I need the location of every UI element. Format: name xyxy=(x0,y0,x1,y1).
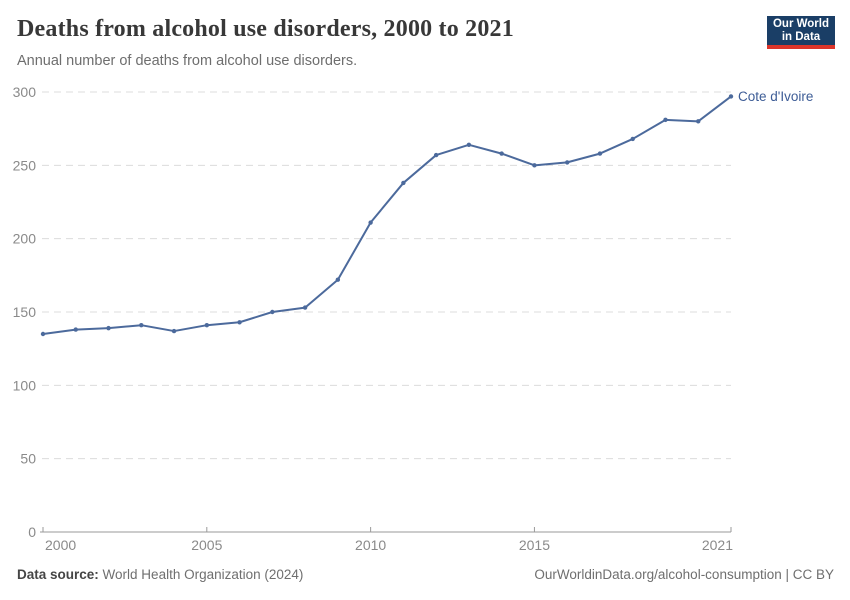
owid-logo: Our World in Data xyxy=(767,16,835,49)
y-tick-label: 200 xyxy=(13,231,37,247)
data-point xyxy=(466,142,472,147)
data-point xyxy=(696,119,701,124)
data-point xyxy=(564,160,570,165)
trend-line xyxy=(42,95,732,335)
data-point xyxy=(630,136,635,142)
data-point xyxy=(106,325,111,331)
x-tick-label: 2000 xyxy=(45,537,76,553)
data-point xyxy=(171,328,177,334)
data-point xyxy=(663,117,668,123)
data-point xyxy=(270,309,275,315)
y-tick-label: 150 xyxy=(13,304,37,320)
owid-logo-line1: Our World xyxy=(772,17,829,30)
data-point xyxy=(73,327,78,332)
data-point xyxy=(401,180,406,186)
attribution-link[interactable]: OurWorldinData.org/alcohol-consumption |… xyxy=(534,567,834,582)
data-source: Data source: World Health Organization (… xyxy=(17,567,303,582)
x-tick-label: 2021 xyxy=(702,537,733,553)
y-tick-label: 0 xyxy=(28,524,36,540)
data-point xyxy=(499,151,504,156)
data-point xyxy=(335,277,341,282)
data-point xyxy=(433,152,439,158)
chart-title: Deaths from alcohol use disorders, 2000 … xyxy=(17,16,514,42)
y-tick-label: 100 xyxy=(13,377,37,393)
attribution: OurWorldinData.org/alcohol-consumption |… xyxy=(534,567,834,582)
data-point xyxy=(368,220,373,225)
y-tick-label: 50 xyxy=(20,451,36,467)
x-tick-label: 2010 xyxy=(355,537,386,553)
data-point xyxy=(532,163,537,168)
data-point xyxy=(40,331,46,337)
data-point xyxy=(139,323,144,328)
data-point xyxy=(204,323,210,328)
chart-footer: Data source: World Health Organization (… xyxy=(17,567,834,582)
x-tick-label: 2005 xyxy=(191,537,222,553)
data-point xyxy=(302,305,308,310)
data-point xyxy=(597,151,603,156)
data-source-value: World Health Organization (2024) xyxy=(102,567,304,582)
data-point xyxy=(728,94,734,99)
y-tick-label: 300 xyxy=(13,84,37,100)
data-source-label: Data source: xyxy=(17,567,99,582)
chart-subtitle: Annual number of deaths from alcohol use… xyxy=(17,53,358,69)
chart-header: Deaths from alcohol use disorders, 2000 … xyxy=(17,14,750,70)
data-point xyxy=(237,320,242,325)
series-label: Cote d'Ivoire xyxy=(738,89,813,104)
owid-logo-line2: in Data xyxy=(781,30,821,43)
y-tick-label: 250 xyxy=(13,157,37,173)
x-tick-label: 2015 xyxy=(519,537,550,553)
